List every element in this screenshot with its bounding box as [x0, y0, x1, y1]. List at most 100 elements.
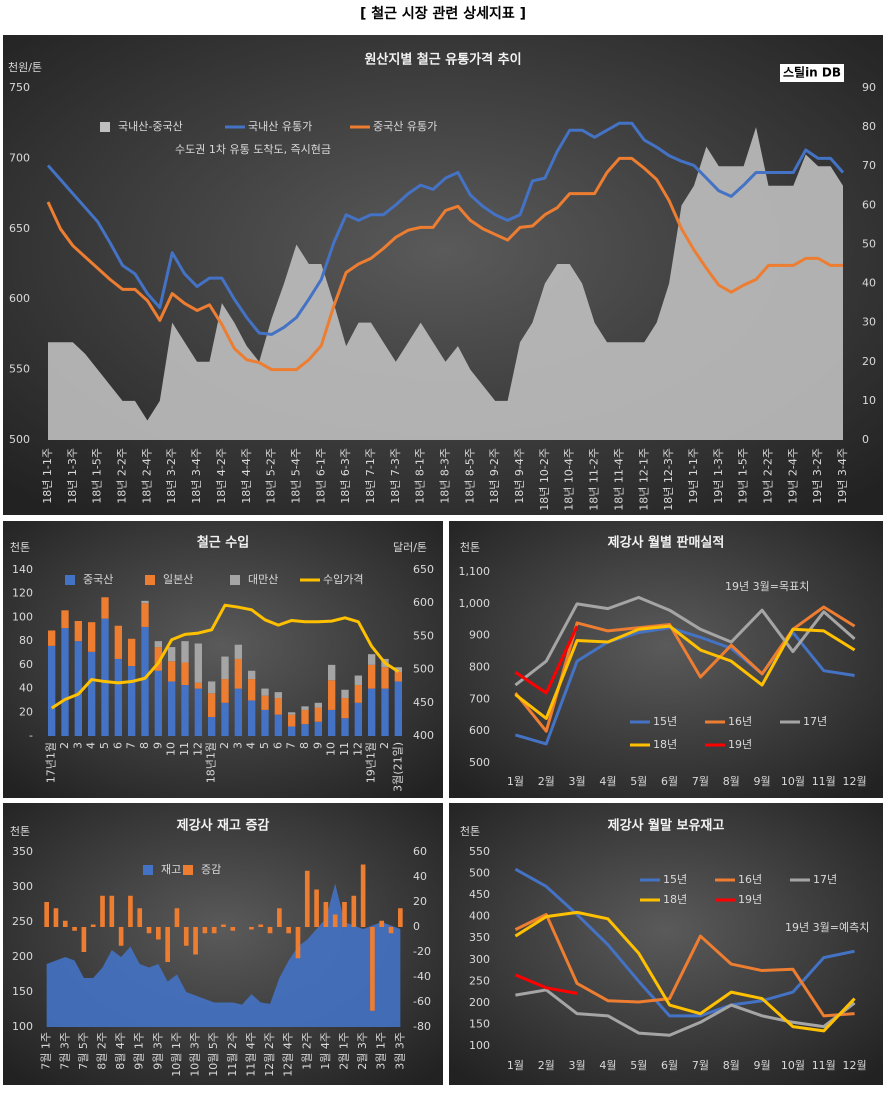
bar: [381, 667, 389, 689]
x-tick-label: 7: [125, 742, 138, 749]
x-tick-label: 4: [245, 742, 258, 749]
legend-label: 15년: [663, 873, 687, 886]
bar: [181, 685, 189, 736]
bar: [341, 689, 349, 699]
x-tick-label: 12: [351, 742, 364, 756]
bar: [230, 927, 236, 931]
y2-tick-label: 60: [862, 198, 876, 211]
x-tick-label: 4월: [599, 1059, 616, 1072]
bar: [301, 724, 309, 736]
x-tick-label: 18년 12-3주: [662, 448, 675, 511]
bar: [341, 718, 349, 736]
bar: [368, 688, 376, 736]
bar: [368, 654, 376, 665]
legend-label: 중국산: [83, 573, 113, 586]
x-tick-label: 18년 3-4주: [190, 448, 203, 504]
bar: [53, 908, 59, 927]
bar: [61, 610, 69, 629]
x-tick-label: 18년 7-1주: [364, 448, 377, 504]
y-tick-label: 600: [9, 292, 30, 305]
y2-tick-label: 40: [413, 870, 427, 883]
chart-panel: [449, 803, 883, 1085]
bar: [354, 702, 362, 736]
x-tick-label: 18년 9-4주: [513, 448, 526, 504]
x-tick-label: 19년 3-4주: [836, 448, 849, 504]
x-tick-label: 18년 3-2주: [165, 448, 178, 504]
bar: [295, 927, 301, 959]
x-tick-label: 3월 3주: [393, 1032, 406, 1070]
bar: [381, 688, 389, 736]
bar: [194, 682, 202, 689]
y-axis-unit: 천톤: [460, 540, 480, 554]
bar: [248, 679, 256, 701]
bar: [154, 647, 162, 671]
bar: [258, 924, 264, 927]
y-tick-label: 150: [469, 1017, 490, 1030]
bar: [208, 693, 216, 718]
y-tick-label: 300: [12, 880, 33, 893]
x-tick-label: 18년1월: [205, 742, 218, 783]
bar: [221, 924, 226, 927]
x-tick-label: 18년 4-2주: [215, 448, 228, 504]
x-tick-label: 1월: [507, 775, 524, 788]
bar: [368, 664, 376, 689]
bar: [249, 927, 254, 930]
y2-tick-label: 30: [862, 316, 876, 329]
bar: [274, 714, 282, 736]
y2-axis-unit: 달러/톤: [393, 541, 427, 554]
x-tick-label: 18년 2-2주: [116, 448, 129, 504]
bar: [267, 927, 273, 934]
y-tick-label: 1,000: [459, 597, 491, 610]
chart-title: 원산지별 철근 유통가격 추이: [364, 52, 521, 68]
legend-swatch: [145, 575, 155, 585]
bar: [48, 630, 56, 646]
x-tick-label: 12월 2주: [263, 1032, 276, 1077]
x-tick-label: 1월 4주: [319, 1032, 332, 1070]
x-tick-label: 6: [111, 742, 124, 749]
bar: [174, 908, 180, 927]
bar: [332, 914, 338, 927]
y2-tick-label: -80: [413, 1020, 431, 1033]
x-tick-label: 10월: [781, 1059, 805, 1072]
y-tick-label: 80: [19, 634, 33, 647]
bar: [146, 927, 152, 934]
y2-tick-label: -20: [413, 945, 431, 958]
bar: [274, 698, 282, 715]
x-tick-label: 9월: [754, 775, 771, 788]
bar: [323, 902, 329, 927]
legend-label: 18년: [653, 738, 677, 751]
bar: [354, 685, 362, 703]
bar: [181, 662, 189, 686]
y-tick-label: 20: [19, 705, 33, 718]
bar: [288, 714, 296, 727]
legend-swatch: [143, 865, 153, 875]
bar: [398, 908, 403, 927]
x-tick-label: 6월: [661, 1059, 678, 1072]
bar: [360, 864, 366, 927]
y-tick-label: 550: [9, 363, 30, 376]
line: [514, 605, 856, 733]
bar: [301, 706, 309, 710]
y-tick-label: 100: [12, 1020, 33, 1033]
x-tick-label: 18년 8-3주: [439, 448, 452, 504]
y2-tick-label: 80: [862, 120, 876, 133]
y2-tick-label: 450: [413, 696, 434, 709]
line: [514, 624, 856, 720]
x-tick-label: 2월: [538, 775, 555, 788]
x-tick-label: 5월: [630, 775, 647, 788]
x-tick-label: 8월: [723, 775, 740, 788]
legend-label: 19년: [738, 893, 762, 906]
bar: [328, 709, 336, 736]
bar: [314, 707, 322, 722]
bar: [286, 927, 291, 934]
x-tick-label: 18년 1-3주: [66, 448, 79, 504]
y-tick-label: 700: [469, 692, 490, 705]
x-tick-label: 4: [85, 742, 98, 749]
line: [515, 988, 856, 1037]
bar: [248, 700, 256, 736]
y-axis-unit: 천톤: [10, 824, 30, 838]
chart-title: 제강사 재고 증감: [177, 818, 270, 834]
bar: [109, 895, 115, 927]
y-tick-label: 450: [469, 888, 490, 901]
y-tick-label: 350: [12, 845, 33, 858]
